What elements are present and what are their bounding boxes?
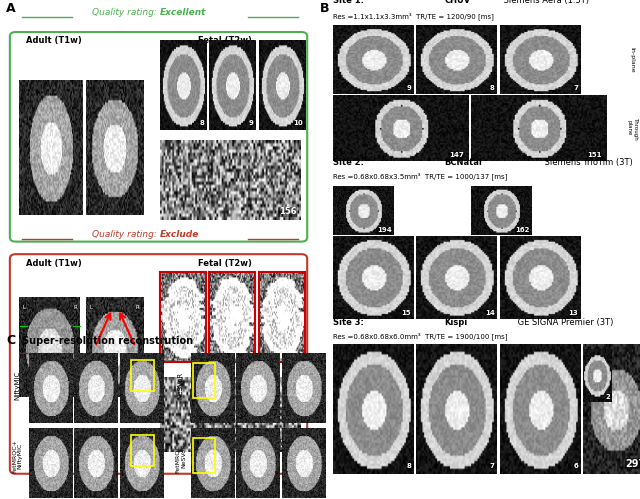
Text: 8: 8 <box>406 463 412 469</box>
Bar <box>193 363 214 398</box>
Text: Quality rating:: Quality rating: <box>92 230 160 239</box>
Text: 13: 13 <box>568 310 578 316</box>
Text: 7: 7 <box>200 352 205 358</box>
Text: Siemens TrioTim (3T): Siemens TrioTim (3T) <box>543 159 633 168</box>
Text: Res =1.1x1.1x3.3mm³  TR/TE = 1200/90 [ms]: Res =1.1x1.1x3.3mm³ TR/TE = 1200/90 [ms] <box>333 12 493 20</box>
Text: Site 2:: Site 2: <box>333 159 367 168</box>
Text: Adult (T1w): Adult (T1w) <box>26 258 82 267</box>
Text: GE SIGNA Premier (3T): GE SIGNA Premier (3T) <box>515 318 613 327</box>
Text: 8: 8 <box>200 120 205 126</box>
Text: 9: 9 <box>298 352 303 358</box>
Text: A: A <box>6 2 16 15</box>
Text: Super-resolution reconstrution: Super-resolution reconstrution <box>22 335 193 346</box>
Text: 194: 194 <box>377 227 392 233</box>
Text: L: L <box>22 305 26 310</box>
Text: 2: 2 <box>606 394 611 400</box>
Text: 15: 15 <box>402 310 412 316</box>
Text: C: C <box>6 334 15 347</box>
Text: Res =0.68x0.68x3.5mm³  TR/TE = 1000/137 [ms]: Res =0.68x0.68x3.5mm³ TR/TE = 1000/137 [… <box>333 173 507 181</box>
Text: FetMRQC+
NiftyMIC: FetMRQC+ NiftyMIC <box>12 439 22 473</box>
Text: Site 3:: Site 3: <box>333 318 367 327</box>
Text: L: L <box>90 305 92 310</box>
Text: 10: 10 <box>294 120 303 126</box>
Text: Exclude: Exclude <box>160 230 200 239</box>
Text: 147: 147 <box>449 152 464 158</box>
Text: Res =0.68x0.68x6.0mm³  TR/TE = 1900/100 [ms]: Res =0.68x0.68x6.0mm³ TR/TE = 1900/100 [… <box>333 332 508 340</box>
Text: B: B <box>320 2 330 15</box>
Text: Fetal (T2w): Fetal (T2w) <box>198 36 252 45</box>
Text: 297: 297 <box>626 459 640 469</box>
Bar <box>131 360 154 391</box>
Text: 9: 9 <box>249 120 254 126</box>
Text: 7: 7 <box>573 85 578 91</box>
Text: R: R <box>74 305 77 310</box>
Text: 8: 8 <box>249 352 254 358</box>
Text: CHUV: CHUV <box>445 0 471 5</box>
Text: NiftyMIC: NiftyMIC <box>14 371 20 400</box>
Text: Kispi: Kispi <box>445 318 468 327</box>
Text: 162: 162 <box>516 227 530 233</box>
Text: 8: 8 <box>490 85 495 91</box>
Text: Siemens Aera (1.5T): Siemens Aera (1.5T) <box>500 0 589 5</box>
Text: Fetal (T2w): Fetal (T2w) <box>198 258 252 267</box>
Text: 6: 6 <box>573 463 578 469</box>
Text: R: R <box>136 305 139 310</box>
Text: 9: 9 <box>406 85 412 91</box>
Text: Excellent: Excellent <box>160 8 206 17</box>
Text: Adult (T1w): Adult (T1w) <box>26 36 82 45</box>
Text: 156: 156 <box>279 208 296 217</box>
Bar <box>193 438 214 473</box>
Text: NeSVoR: NeSVoR <box>177 372 184 399</box>
Text: Through
plane: Through plane <box>627 117 637 139</box>
Text: Quality rating:: Quality rating: <box>92 8 160 17</box>
Text: BCNatal: BCNatal <box>445 159 483 168</box>
Text: 7: 7 <box>490 463 495 469</box>
Text: In-plane: In-plane <box>630 46 635 72</box>
Text: 14: 14 <box>485 310 495 316</box>
Text: FetMRQC+
NeSVoR: FetMRQC+ NeSVoR <box>175 439 186 473</box>
Bar <box>131 435 154 466</box>
Text: Site 1:: Site 1: <box>333 0 367 5</box>
Text: 144: 144 <box>279 440 296 449</box>
Text: 151: 151 <box>588 152 602 158</box>
